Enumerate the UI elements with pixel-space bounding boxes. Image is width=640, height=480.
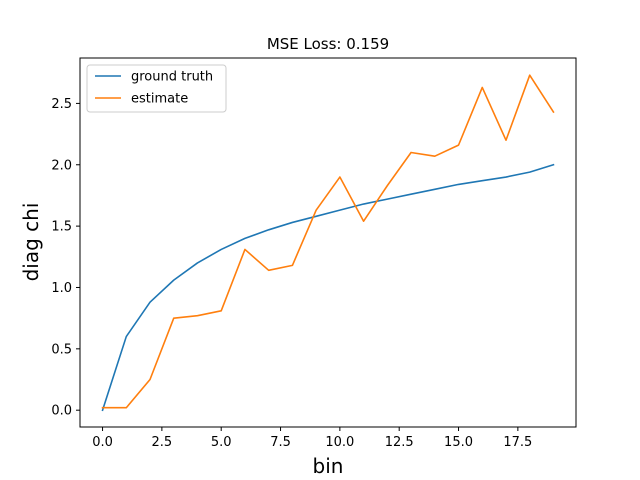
legend: ground truth estimate bbox=[86, 64, 227, 113]
x-tick-label: 7.5 bbox=[270, 435, 291, 450]
legend-box bbox=[86, 64, 227, 113]
x-tick-label: 12.5 bbox=[385, 435, 414, 450]
y-tick-label: 2.0 bbox=[51, 158, 72, 173]
series-line-ground-truth bbox=[101, 163, 555, 412]
x-tick-label: 0.0 bbox=[92, 435, 113, 450]
chart-title: MSE Loss: 0.159 bbox=[267, 35, 389, 53]
legend-label: estimate bbox=[131, 92, 188, 107]
y-tick-label: 0.0 bbox=[51, 404, 72, 419]
x-axis-label: bin bbox=[313, 454, 344, 478]
x-tick-label: 5.0 bbox=[211, 435, 232, 450]
y-axis-label: diag chi bbox=[19, 203, 43, 282]
y-axis-ticks: 0.0 0.5 1.0 1.5 2.0 2.5 bbox=[51, 97, 80, 419]
y-tick-label: 0.5 bbox=[51, 342, 72, 357]
plot-area bbox=[101, 74, 555, 412]
axes-frame bbox=[79, 57, 577, 428]
y-tick-label: 1.5 bbox=[51, 220, 72, 235]
x-tick-label: 15.0 bbox=[444, 435, 473, 450]
legend-label: ground truth bbox=[131, 70, 213, 85]
x-tick-label: 2.5 bbox=[152, 435, 173, 450]
y-tick-label: 2.5 bbox=[51, 97, 72, 112]
x-tick-label: 10.0 bbox=[325, 435, 354, 450]
series-line-estimate bbox=[101, 74, 555, 409]
x-axis-ticks: 0.0 2.5 5.0 7.5 10.0 12.5 15.0 17.5 bbox=[92, 427, 532, 450]
x-tick-label: 17.5 bbox=[503, 435, 532, 450]
y-tick-label: 1.0 bbox=[51, 281, 72, 296]
